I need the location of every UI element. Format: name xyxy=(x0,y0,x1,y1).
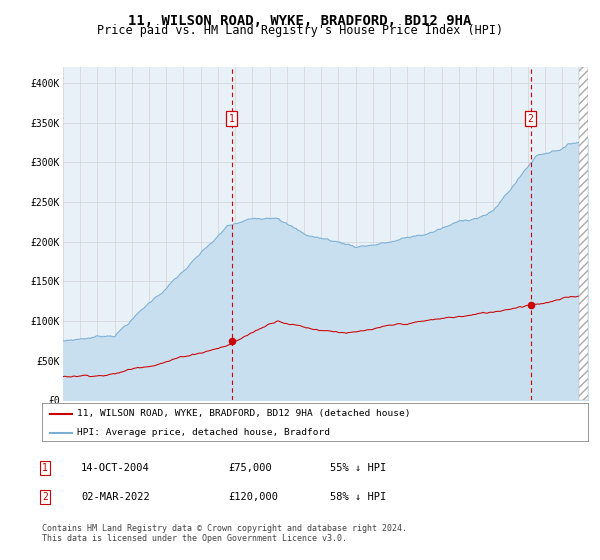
Text: 2: 2 xyxy=(528,114,533,124)
Text: 55% ↓ HPI: 55% ↓ HPI xyxy=(330,463,386,473)
Text: Contains HM Land Registry data © Crown copyright and database right 2024.
This d: Contains HM Land Registry data © Crown c… xyxy=(42,524,407,543)
Text: £120,000: £120,000 xyxy=(228,492,278,502)
Polygon shape xyxy=(580,67,588,400)
Text: HPI: Average price, detached house, Bradford: HPI: Average price, detached house, Brad… xyxy=(77,428,331,437)
Text: 58% ↓ HPI: 58% ↓ HPI xyxy=(330,492,386,502)
Text: 11, WILSON ROAD, WYKE, BRADFORD, BD12 9HA (detached house): 11, WILSON ROAD, WYKE, BRADFORD, BD12 9H… xyxy=(77,409,411,418)
Text: 11, WILSON ROAD, WYKE, BRADFORD, BD12 9HA: 11, WILSON ROAD, WYKE, BRADFORD, BD12 9H… xyxy=(128,14,472,28)
Text: 1: 1 xyxy=(42,463,48,473)
Text: Price paid vs. HM Land Registry's House Price Index (HPI): Price paid vs. HM Land Registry's House … xyxy=(97,24,503,37)
Text: £75,000: £75,000 xyxy=(228,463,272,473)
Text: 14-OCT-2004: 14-OCT-2004 xyxy=(81,463,150,473)
Point xyxy=(227,337,236,346)
Point xyxy=(526,301,535,310)
Text: 1: 1 xyxy=(229,114,235,124)
Text: 2: 2 xyxy=(42,492,48,502)
Text: 02-MAR-2022: 02-MAR-2022 xyxy=(81,492,150,502)
